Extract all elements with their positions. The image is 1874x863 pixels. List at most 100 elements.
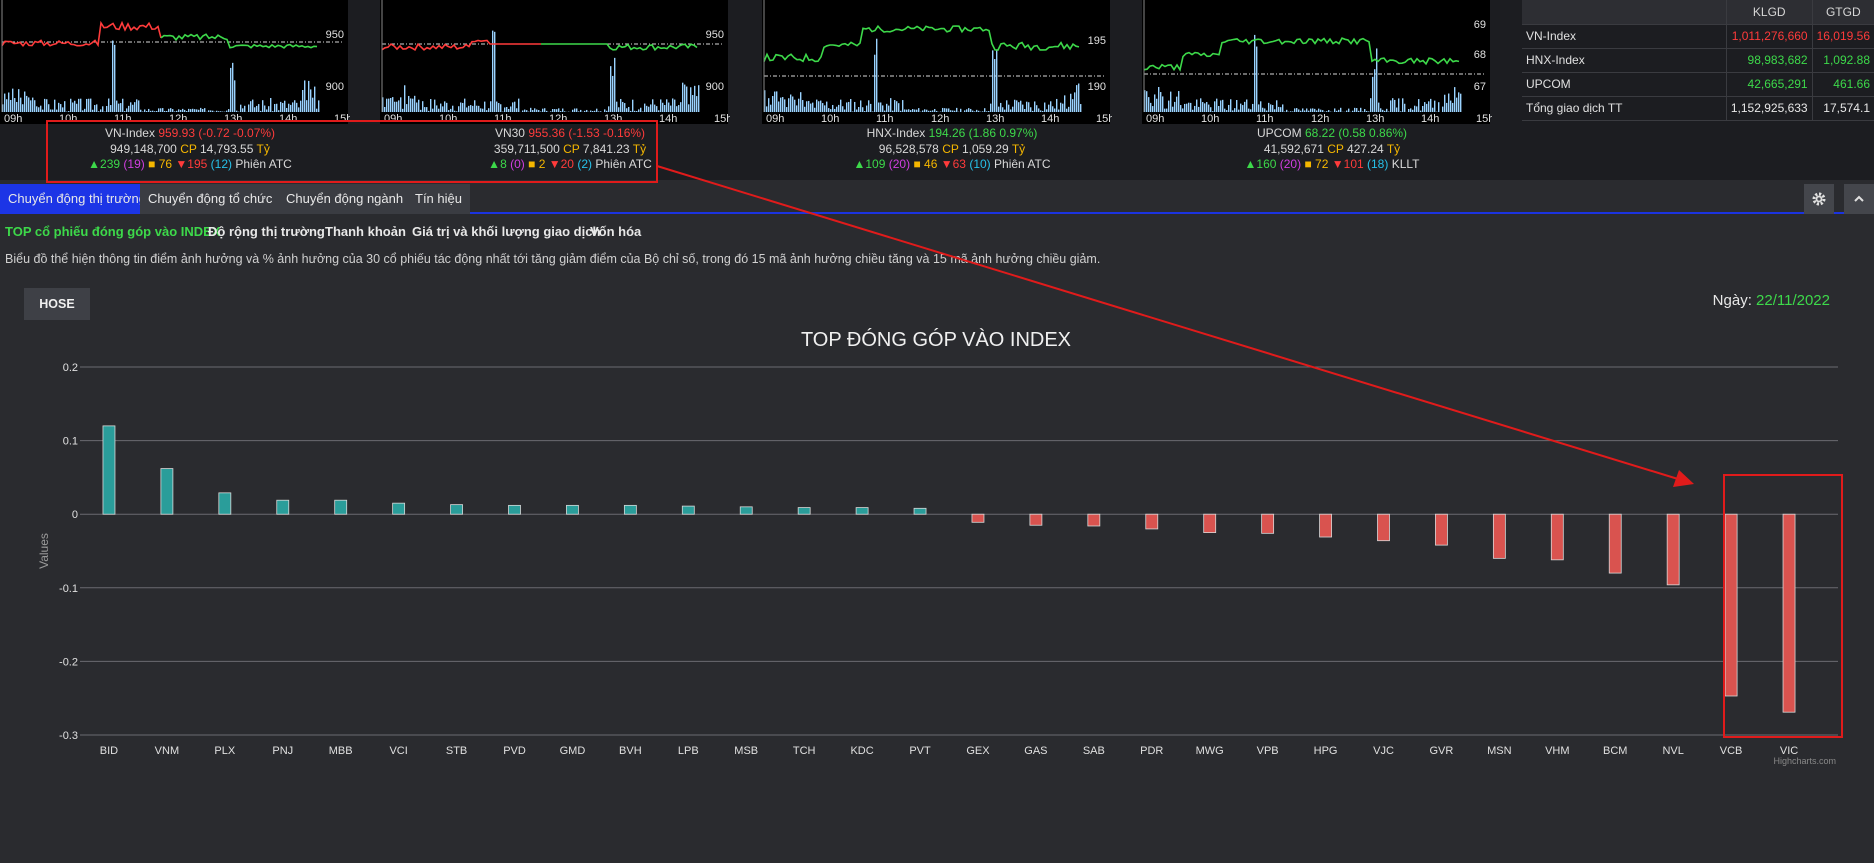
bar-vnm[interactable]: [160, 468, 174, 515]
session-label: Phiên ATC: [235, 157, 292, 171]
mini-price-tick: 950: [326, 29, 344, 41]
unchanged-square-icon: ■: [528, 157, 536, 171]
mini-time-tick: 15h: [714, 113, 730, 124]
mini-price-tick: 195: [1088, 35, 1106, 47]
bar-hpg[interactable]: [1319, 513, 1332, 538]
x-tick-label: TCH: [793, 745, 816, 757]
bar-kdc[interactable]: [855, 507, 869, 515]
subnav-top-contribution[interactable]: TOP cổ phiếu đóng góp vào INDEX: [5, 224, 221, 239]
decliners-count: 101: [1343, 157, 1364, 171]
tab-signals[interactable]: Tín hiệu: [407, 184, 470, 214]
ceiling-count: (0): [510, 157, 525, 171]
bar-gas[interactable]: [1029, 513, 1043, 526]
exchange-button-hose[interactable]: HOSE: [24, 288, 90, 320]
bar-bid[interactable]: [102, 425, 116, 515]
index-card-vn30: VN30 955.36 (-1.53 -0.16%) 359,711,500 CP…: [380, 126, 760, 173]
tab-sector-movement[interactable]: Chuyển động ngành: [278, 184, 412, 214]
bar-pvd[interactable]: [508, 504, 521, 515]
unchanged-count: 76: [158, 157, 173, 171]
collapse-button[interactable]: [1844, 184, 1874, 214]
subnav-market-cap[interactable]: Vốn hóa: [590, 224, 642, 239]
bar-stb[interactable]: [450, 504, 463, 515]
up-arrow-icon: ▲: [853, 157, 866, 171]
bar-pnj[interactable]: [276, 499, 290, 515]
bar-vhm[interactable]: [1550, 513, 1564, 561]
index-card-hnxindex: HNX-Index 194.26 (1.86 0.97%) 96,528,578 …: [762, 126, 1142, 173]
y-axis-label: Values: [37, 533, 51, 569]
bar-plx[interactable]: [218, 492, 232, 515]
bar-pvt[interactable]: [913, 507, 927, 515]
market-overview-panel: 950 900 09h 10h 11h 12h 13h 14h 15h 950 900 09h 10h…: [0, 0, 1874, 180]
summary-row: HNX-Index 98,983,682 1,092.88: [1522, 48, 1874, 73]
bar-vic[interactable]: [1782, 513, 1796, 713]
summary-row: VN-Index 1,011,276,660 16,019.56: [1522, 24, 1874, 49]
subnav-market-breadth[interactable]: Độ rộng thị trường: [208, 224, 325, 239]
bar-nvl[interactable]: [1666, 513, 1680, 586]
mini-time-tick: 14h: [1041, 113, 1059, 124]
bar-lpb[interactable]: [681, 505, 695, 515]
mini-time-tick: 13h: [224, 113, 242, 124]
mini-chart-vnindex[interactable]: 950 900 09h 10h 11h 12h 13h 14h 15h: [0, 0, 350, 124]
mini-chart-upcom[interactable]: 69 68 67 09h 10h 11h 12h 13h 14h 15h: [1142, 0, 1492, 124]
mini-time-tick: 12h: [1311, 113, 1329, 124]
bar-vpb[interactable]: [1261, 513, 1275, 534]
bar-tch[interactable]: [797, 507, 811, 515]
session-label: Phiên ATC: [595, 157, 652, 171]
x-tick-label: STB: [446, 745, 467, 757]
index-trade-value: 1,059.29: [962, 141, 1009, 156]
mini-time-tick: 13h: [604, 113, 622, 124]
x-tick-label: VNM: [155, 745, 179, 757]
tab-market-movement[interactable]: Chuyển động thị trường: [0, 184, 154, 214]
bar-vcb[interactable]: [1724, 513, 1738, 697]
mini-time-tick: 11h: [114, 113, 132, 124]
mini-time-tick: 10h: [1201, 113, 1219, 124]
index-trade-value: 427.24: [1347, 141, 1384, 156]
index-cp-unit: CP: [942, 141, 959, 156]
mini-chart-vn30[interactable]: 950 900 09h 10h 11h 12h 13h 14h 15h: [380, 0, 730, 124]
summary-row: UPCOM 42,665,291 461.66: [1522, 72, 1874, 97]
y-tick-label: -0.2: [59, 656, 78, 668]
x-tick-label: VIC: [1780, 745, 1798, 757]
unchanged-square-icon: ■: [148, 157, 156, 171]
unchanged-count: 72: [1315, 157, 1329, 171]
bar-sab[interactable]: [1087, 513, 1101, 527]
summary-row-name: VN-Index: [1522, 24, 1727, 49]
chevron-up-icon: [1854, 195, 1864, 202]
bar-gex[interactable]: [971, 513, 985, 523]
bar-vci[interactable]: [392, 502, 406, 515]
bar-bcm[interactable]: [1608, 513, 1622, 574]
mini-time-tick: 09h: [384, 113, 402, 124]
tab-institution-movement[interactable]: Chuyển động tổ chức: [140, 184, 281, 214]
summary-row-klgd: 42,665,291: [1726, 72, 1813, 97]
bar-bvh[interactable]: [623, 504, 637, 515]
bar-pdr[interactable]: [1145, 513, 1159, 530]
ceiling-count: (19): [123, 157, 145, 171]
mini-time-tick: 15h: [334, 113, 350, 124]
contribution-bar-chart: TOP ĐÓNG GÓP VÀO INDEX 0.2 0.1 0 -0.1 -0.2 -0.…: [37, 328, 1838, 766]
advancers-count: 239: [100, 157, 121, 171]
chart-credit[interactable]: Highcharts.com: [1773, 756, 1836, 766]
mini-time-tick: 13h: [1366, 113, 1384, 124]
ceiling-count: (20): [888, 157, 911, 171]
index-name: VN-Index: [104, 126, 155, 140]
x-tick-label: BVH: [619, 745, 642, 757]
mini-chart-hnxindex[interactable]: 195 190 09h 10h 11h 12h 13h 14h 15h: [762, 0, 1112, 124]
bar-msn[interactable]: [1492, 513, 1506, 559]
decliners-count: 20: [560, 157, 574, 171]
summary-row-klgd: 98,983,682: [1726, 48, 1813, 73]
up-arrow-icon: ▲: [88, 157, 101, 171]
y-tick-label: 0.1: [63, 436, 78, 448]
bar-gvr[interactable]: [1435, 513, 1448, 546]
bar-mwg[interactable]: [1203, 513, 1217, 533]
index-ty-unit: Tỷ: [632, 141, 647, 156]
bar-gmd[interactable]: [566, 504, 579, 515]
subnav-liquidity[interactable]: Thanh khoản: [325, 224, 406, 239]
settings-button[interactable]: [1804, 184, 1834, 214]
mini-time-tick: 14h: [659, 113, 677, 124]
bar-vjc[interactable]: [1377, 513, 1390, 542]
bar-msb[interactable]: [739, 506, 753, 515]
bar-mbb[interactable]: [334, 499, 348, 515]
index-volume: 359,711,500: [493, 141, 560, 156]
subnav-trading-value-volume[interactable]: Giá trị và khối lượng giao dịch: [412, 224, 601, 239]
x-tick-label: MWG: [1196, 745, 1224, 757]
